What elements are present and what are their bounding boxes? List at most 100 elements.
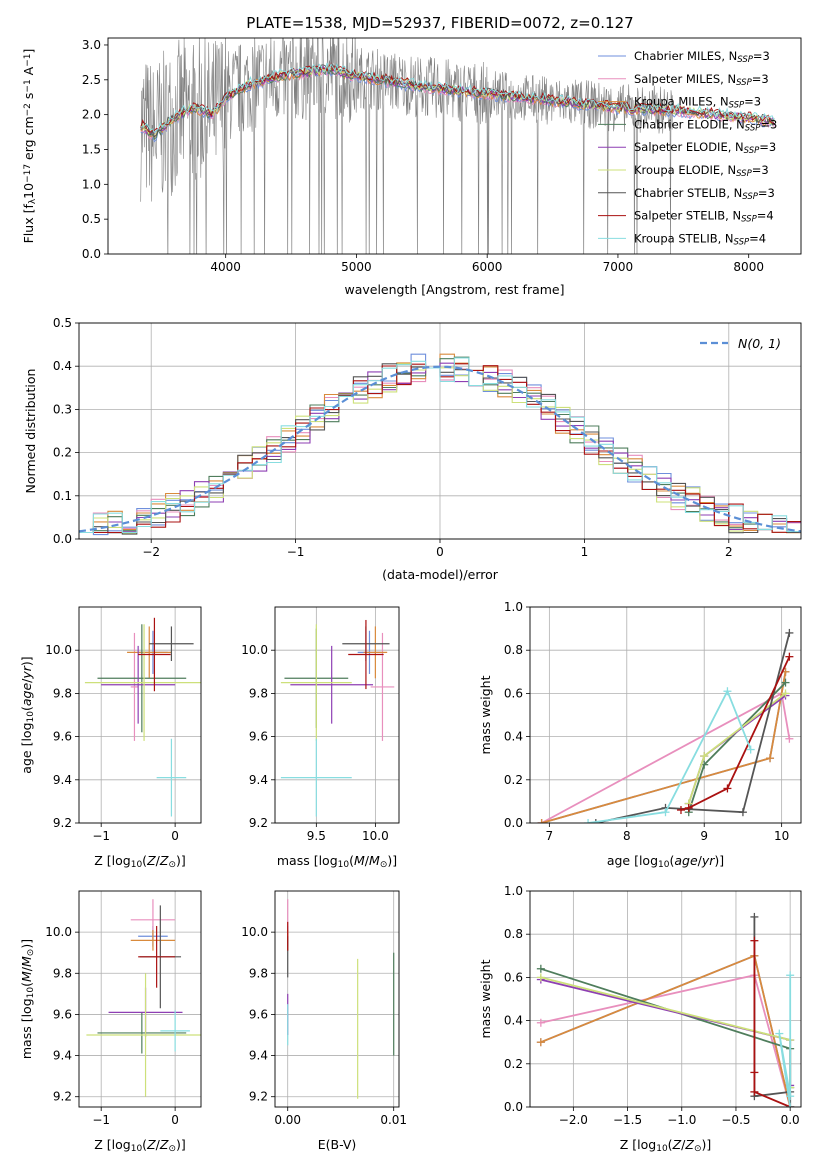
tick-label-y: 2.0 bbox=[82, 108, 101, 122]
tick-label-y: 9.8 bbox=[53, 966, 72, 980]
observed-spectrum-line bbox=[140, 38, 673, 254]
y-axis-label: Flux [fλ10−17 erg cm−2 s−1 A−1] bbox=[21, 49, 38, 244]
legend-entry: Kroupa STELIB, NSSP=4 bbox=[634, 231, 766, 247]
label-part: Z bbox=[146, 1137, 156, 1152]
label-part: −1 bbox=[23, 79, 33, 92]
x-axis-label: Z [log10(Z/Z⊙)] bbox=[620, 1137, 712, 1154]
label-part: Z bbox=[684, 1137, 694, 1152]
legend-entry: Salpeter MILES, NSSP=3 bbox=[634, 72, 769, 88]
tick-label-y: 0.5 bbox=[53, 316, 72, 330]
tick-label-y: 0.4 bbox=[504, 730, 523, 744]
tick-label-x: 9.5 bbox=[307, 829, 326, 843]
label-part: )] bbox=[176, 1137, 186, 1152]
label-part: age [log bbox=[19, 722, 34, 773]
tick-label-y: 10.0 bbox=[241, 643, 268, 657]
label-part: Z bbox=[159, 1137, 169, 1152]
label-part: age bbox=[674, 853, 698, 868]
legend-sub: SSP bbox=[741, 215, 757, 225]
tick-label-x: 9 bbox=[700, 829, 708, 843]
label-part: 10 bbox=[656, 1144, 668, 1154]
tick-label-y: 9.4 bbox=[53, 1049, 72, 1063]
tick-label-x: −1 bbox=[287, 545, 305, 559]
legend-sub: SSP bbox=[744, 146, 760, 156]
tick-label-y: 0.6 bbox=[504, 686, 523, 700]
x-axis-label: age [log10(age/yr)] bbox=[607, 853, 724, 870]
legend-entry: Salpeter ELODIE, NSSP=3 bbox=[634, 140, 776, 156]
label-part: λ bbox=[28, 198, 38, 204]
legend-count: =3 bbox=[759, 140, 776, 154]
error-bar-point bbox=[280, 624, 352, 741]
tick-label-y: 0.5 bbox=[82, 212, 101, 226]
error-bar-point bbox=[160, 1010, 190, 1052]
tick-label-x: −2.0 bbox=[559, 1113, 588, 1127]
label-part: Z bbox=[159, 853, 169, 868]
label-part: / bbox=[19, 966, 34, 971]
tick-label-x: 1 bbox=[581, 545, 589, 559]
tick-label-y: 9.2 bbox=[249, 816, 268, 830]
label-part: )] bbox=[19, 656, 34, 666]
label-part: / bbox=[681, 1137, 686, 1152]
error-bar-point bbox=[97, 624, 187, 733]
label-part: mass [log bbox=[277, 853, 338, 868]
error-bar-point bbox=[156, 738, 187, 817]
legend-sub: SSP bbox=[734, 238, 750, 248]
tick-label-x: −1 bbox=[92, 829, 110, 843]
label-part: 10 bbox=[131, 1144, 143, 1154]
tick-label-x: 0.01 bbox=[380, 1113, 407, 1127]
label-part: yr bbox=[701, 853, 715, 868]
tick-label-y: 1.0 bbox=[504, 600, 523, 614]
label-part: 10 bbox=[131, 860, 143, 870]
tick-label-x: 4000 bbox=[210, 260, 241, 274]
label-part: ⊙ bbox=[380, 860, 388, 870]
plot-area bbox=[86, 899, 201, 1097]
tick-label-y: 9.6 bbox=[53, 1007, 72, 1021]
tick-label-x: 0 bbox=[436, 545, 444, 559]
tick-label-y: 0.6 bbox=[504, 970, 523, 984]
label-part: Flux [f bbox=[21, 204, 36, 244]
label-part: ( bbox=[668, 1137, 673, 1152]
tick-label-y: 0.2 bbox=[504, 1057, 523, 1071]
plot-area bbox=[287, 899, 395, 1099]
tick-label-x: 7000 bbox=[603, 260, 634, 274]
label-part: / bbox=[698, 853, 703, 868]
tick-label-x: −0.5 bbox=[721, 1113, 750, 1127]
axes-age-vs-Z: −1 09.29.49.69.810.0Z [log10(Z/Z⊙)]age [l… bbox=[19, 606, 202, 870]
legend-entry: Salpeter STELIB, NSSP=4 bbox=[634, 209, 774, 225]
weight-line bbox=[540, 976, 792, 1088]
tick-label-x: 5000 bbox=[341, 260, 372, 274]
x-axis-label: Z [log10(Z/Z⊙)] bbox=[94, 1137, 186, 1154]
tick-label-y: 0.0 bbox=[504, 816, 523, 830]
label-part: ( bbox=[349, 853, 354, 868]
label-part: Z [log bbox=[94, 853, 130, 868]
error-bar-point bbox=[363, 626, 388, 679]
plot-area bbox=[280, 619, 395, 817]
x-axis-label: (data-model)/error bbox=[382, 567, 499, 582]
tick-label-x: −1.5 bbox=[613, 1113, 642, 1127]
tick-label-y: 9.4 bbox=[53, 773, 72, 787]
legend-count: =3 bbox=[744, 95, 761, 109]
x-axis-label: E(B-V) bbox=[318, 1137, 357, 1152]
tick-label-y: 0.8 bbox=[504, 643, 523, 657]
label-part: / bbox=[19, 678, 34, 683]
weight-line bbox=[753, 916, 792, 1107]
weight-line bbox=[778, 975, 792, 1107]
axes-frame bbox=[78, 322, 802, 540]
axes-spectrum: 4000 5000 6000 7000 8000 0.0 0.5 1.0 1.5 2.0 2.5 3.… bbox=[21, 37, 802, 297]
label-part: age bbox=[19, 683, 34, 707]
weight-line bbox=[680, 656, 791, 811]
label-part: s bbox=[21, 93, 36, 104]
label-part: ( bbox=[142, 1137, 147, 1152]
tick-label-x: 10.0 bbox=[362, 829, 389, 843]
legend-count: =3 bbox=[758, 186, 775, 200]
legend-sub: SSP bbox=[745, 124, 761, 134]
weight-line bbox=[753, 940, 791, 1107]
tick-label-y: 0.0 bbox=[53, 532, 72, 546]
weight-line bbox=[587, 689, 752, 823]
weight-line bbox=[595, 632, 791, 823]
y-axis-label: mass [log10(M/M⊙)] bbox=[19, 939, 36, 1059]
plot-area bbox=[536, 912, 795, 1107]
error-bar-point bbox=[290, 645, 374, 724]
tick-label-y: 10.0 bbox=[45, 643, 72, 657]
tick-label-y: 9.4 bbox=[249, 773, 268, 787]
